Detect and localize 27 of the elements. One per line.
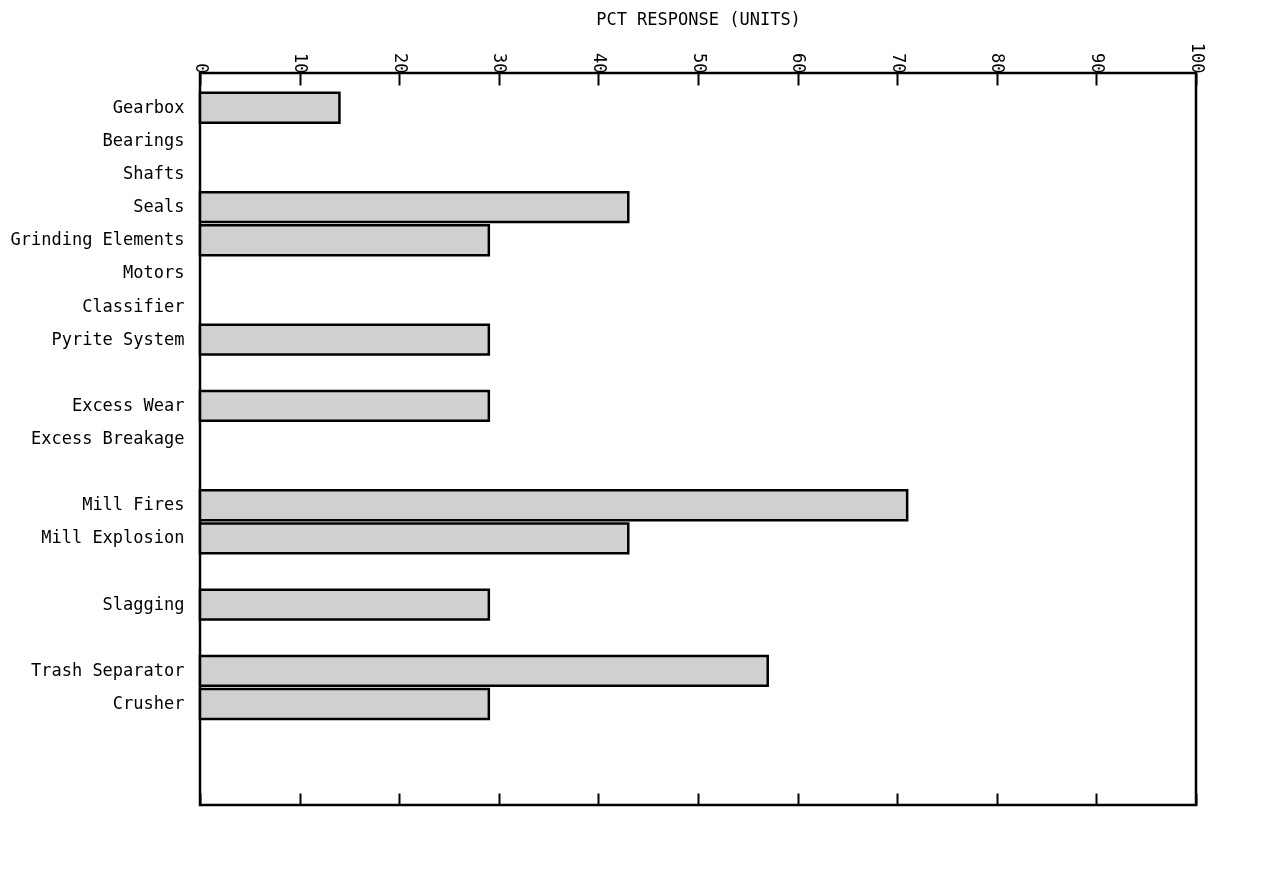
x-tick-label: 0 bbox=[191, 63, 212, 74]
x-tick-label: 90 bbox=[1087, 53, 1108, 74]
x-tick-label: 80 bbox=[988, 53, 1009, 74]
y-tick-label: Shafts bbox=[123, 163, 185, 184]
y-tick-label: Crusher bbox=[112, 692, 185, 713]
x-tick-label: 100 bbox=[1187, 42, 1208, 74]
y-tick-label: Slagging bbox=[102, 593, 185, 614]
y-tick-label: Motors bbox=[123, 262, 185, 283]
x-tick-label: 40 bbox=[589, 53, 610, 74]
y-tick-label: Grinding Elements bbox=[10, 229, 185, 250]
x-tick-label: 10 bbox=[291, 53, 312, 74]
x-tick-label: 30 bbox=[490, 53, 511, 74]
y-tick-label: Trash Separator bbox=[30, 659, 185, 680]
y-tick-label: Pyrite System bbox=[51, 328, 185, 349]
y-tick-label: Mill Fires bbox=[82, 494, 185, 515]
y-tick-label: Excess Breakage bbox=[30, 428, 185, 448]
y-tick-label: Gearbox bbox=[112, 96, 185, 117]
y-tick-label: Bearings bbox=[102, 129, 185, 150]
x-tick-label: 70 bbox=[888, 53, 909, 74]
y-tick-label: Excess Wear bbox=[71, 394, 185, 415]
x-tick-label: 20 bbox=[390, 53, 411, 74]
x-tick-label: 50 bbox=[689, 53, 710, 74]
x-tick-label: 60 bbox=[789, 53, 810, 74]
y-tick-label: Mill Explosion bbox=[41, 527, 185, 548]
x-axis-title: PCT RESPONSE (UNITS) bbox=[596, 8, 801, 29]
y-tick-label: Classifier bbox=[82, 295, 185, 316]
y-tick-label: Seals bbox=[133, 196, 185, 217]
